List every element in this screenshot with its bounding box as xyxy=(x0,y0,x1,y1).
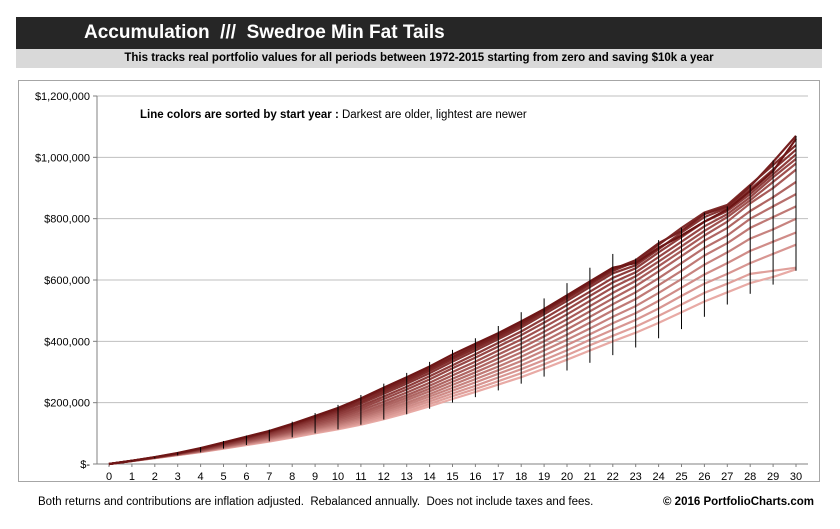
annotation-bold: Line colors are sorted by start year : xyxy=(140,109,339,121)
x-tick-label: 19 xyxy=(538,471,550,483)
x-tick-label: 1 xyxy=(129,471,135,483)
x-tick-label: 23 xyxy=(630,471,642,483)
chart-subtitle: This tracks real portfolio values for al… xyxy=(124,52,714,64)
chart-subtitle-bar: This tracks real portfolio values for al… xyxy=(16,49,822,68)
footer-note: Both returns and contributions are infla… xyxy=(38,496,594,508)
series-line xyxy=(108,205,797,466)
x-tick-label: 13 xyxy=(401,471,413,483)
series-lines xyxy=(108,135,797,466)
series-line xyxy=(108,162,797,466)
series-line xyxy=(108,144,797,466)
x-tick-label: 4 xyxy=(198,471,204,483)
x-tick-label: 5 xyxy=(220,471,226,483)
x-tick-label: 7 xyxy=(266,471,272,483)
series-line xyxy=(108,168,797,466)
series-line xyxy=(108,158,797,466)
x-tick-label: 27 xyxy=(721,471,733,483)
x-tick-label: 15 xyxy=(446,471,458,483)
series-line xyxy=(108,153,797,466)
y-axis-ticks: $- $200,000 $400,000 $600,000 $800,000 $1,000… xyxy=(35,91,97,471)
x-tick-label: 12 xyxy=(378,471,390,483)
series-line xyxy=(108,135,797,466)
y-tick-label: $600,000 xyxy=(44,275,90,287)
x-tick-label: 9 xyxy=(312,471,318,483)
x-axis-ticks: 0 1 2 3 4 5 6 7 8 9 10 11 12 13 14 15 16 17 18 19 20 21 22 23 24… xyxy=(106,464,802,483)
x-tick-label: 26 xyxy=(698,471,710,483)
x-tick-label: 28 xyxy=(744,471,756,483)
x-tick-label: 14 xyxy=(423,471,435,483)
x-tick-label: 8 xyxy=(289,471,295,483)
gridlines xyxy=(96,95,808,465)
annotation-normal: Darkest are older, lightest are newer xyxy=(339,109,527,121)
footer-copyright: © 2016 PortfolioCharts.com xyxy=(663,496,814,508)
x-tick-label: 21 xyxy=(584,471,596,483)
x-tick-label: 20 xyxy=(561,471,573,483)
series-line xyxy=(108,231,797,466)
x-tick-label: 10 xyxy=(332,471,344,483)
x-tick-label: 30 xyxy=(790,471,802,483)
x-tick-label: 17 xyxy=(492,471,504,483)
range-bars xyxy=(131,135,797,462)
y-tick-label: $800,000 xyxy=(44,214,90,226)
y-tick-label: $1,000,000 xyxy=(35,152,90,164)
x-tick-label: 25 xyxy=(675,471,687,483)
x-tick-label: 2 xyxy=(152,471,158,483)
y-tick-label: $200,000 xyxy=(44,398,90,410)
y-tick-label: $400,000 xyxy=(44,336,90,348)
x-tick-label: 11 xyxy=(355,471,366,483)
x-tick-label: 18 xyxy=(515,471,527,483)
y-tick-label: $1,200,000 xyxy=(35,91,90,103)
x-tick-label: 6 xyxy=(243,471,249,483)
x-tick-label: 0 xyxy=(106,471,112,483)
x-tick-label: 3 xyxy=(175,471,181,483)
series-line xyxy=(108,138,797,466)
chart-annotation: Line colors are sorted by start year : D… xyxy=(140,109,527,121)
chart-title: Accumulation /// Swedroe Min Fat Tails xyxy=(84,22,445,43)
x-tick-label: 29 xyxy=(767,471,779,483)
chart-title-bar: Accumulation /// Swedroe Min Fat Tails xyxy=(16,17,822,49)
x-tick-label: 24 xyxy=(652,471,664,483)
chart-frame xyxy=(18,80,820,482)
x-tick-label: 22 xyxy=(607,471,619,483)
y-tick-label: $- xyxy=(80,459,90,471)
x-tick-label: 16 xyxy=(469,471,481,483)
